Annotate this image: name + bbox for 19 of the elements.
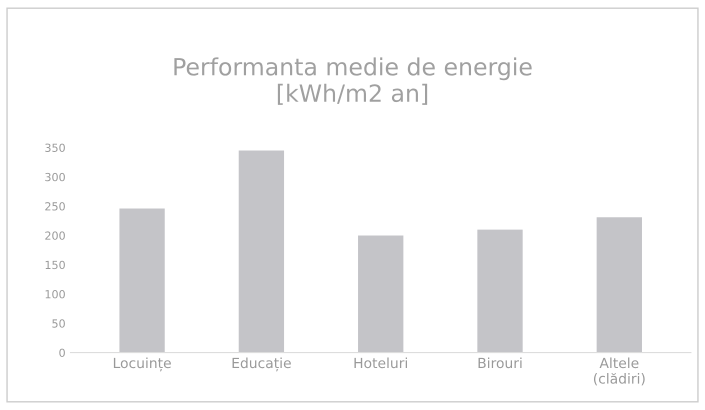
y-tick-label: 350 [45,144,65,152]
y-tick-label: 200 [45,231,65,240]
x-tick-label: Locuințe [114,357,171,372]
bar [596,217,642,353]
y-tick-label: 300 [45,172,65,182]
x-tick-label: Educație [232,357,291,372]
y-tick-label: 50 [52,319,65,328]
y-tick-label: 0 [59,348,65,357]
x-tick-label: Altele (clădiri) [594,357,645,386]
x-tick-label: Hoteluri [354,357,407,368]
bar [477,230,523,353]
chart-title: Performanta medie de energie [kWh/m2 an] [174,57,532,105]
y-tick-label: 250 [45,202,65,211]
bar [358,235,404,353]
bar [119,208,165,353]
x-tick-label: Birouri [478,357,522,368]
y-tick-label: 150 [46,260,65,270]
y-tick-label: 100 [46,290,65,298]
bar [238,150,284,353]
